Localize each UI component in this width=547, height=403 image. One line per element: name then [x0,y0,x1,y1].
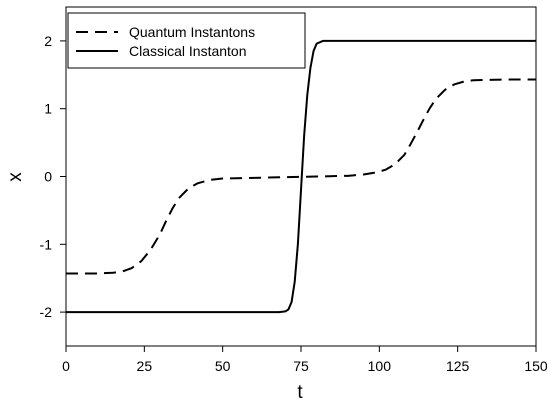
y-tick-label: 2 [44,33,52,49]
series-line-classical-instanton [66,39,536,314]
x-tick-label: 50 [215,358,231,374]
x-axis-label: t [297,382,303,403]
x-tick-label: 125 [446,358,470,374]
series-lines [66,39,536,314]
series-line-quantum-instantons [66,78,536,275]
x-tick-label: 100 [368,358,392,374]
x-tick-label: 150 [524,358,547,374]
legend: Quantum Instantons Classical Instanton [67,12,306,69]
x-tick-label: 25 [137,358,153,374]
x-tick-label: 75 [293,358,309,374]
ticks: 0 25 50 75 100 125 150 -2 -1 0 1 2 [40,33,547,374]
y-tick-label: -2 [40,304,53,320]
legend-label-classical-instanton: Classical Instanton [129,43,247,59]
x-tick-label: 0 [62,358,70,374]
y-axis-label: x [5,172,26,182]
y-tick-label: 1 [44,101,52,117]
legend-label-quantum-instantons: Quantum Instantons [129,24,255,40]
y-tick-label: 0 [44,169,52,185]
y-tick-label: -1 [40,236,53,252]
legend-box [67,12,306,69]
